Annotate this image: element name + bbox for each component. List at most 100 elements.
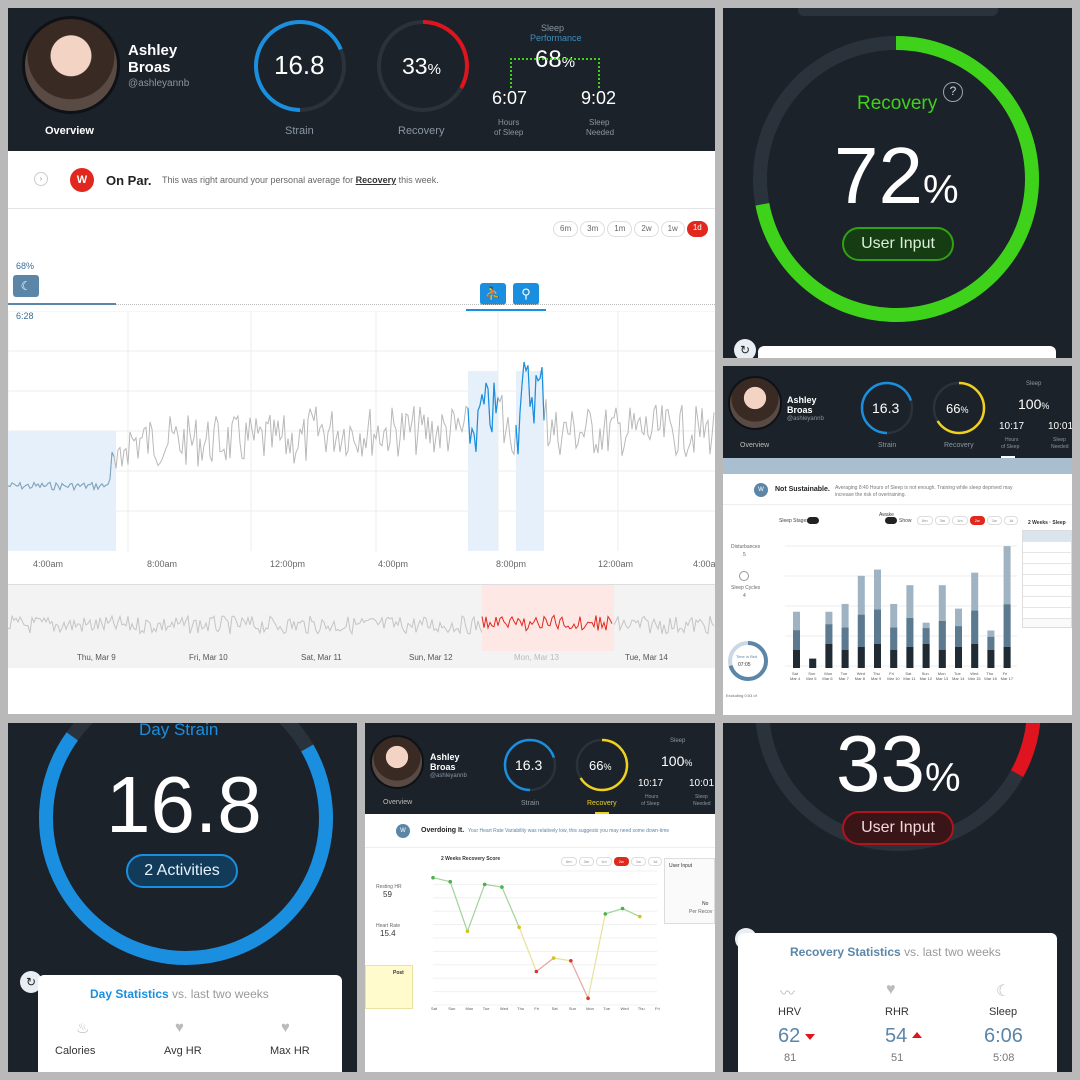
recovery-ring[interactable] [375, 18, 471, 114]
strain-ring[interactable] [252, 18, 348, 114]
range-3m[interactable]: 3m [580, 221, 606, 237]
share-icon[interactable]: ↻ [20, 971, 42, 993]
day-label[interactable]: Sun, Mar 12 [409, 653, 453, 662]
range-1w[interactable]: 1w [660, 221, 685, 237]
range-6m[interactable]: 6m [917, 516, 933, 525]
share-icon[interactable]: ↻ [734, 339, 756, 358]
recovery-big-value: 72% [834, 130, 959, 222]
sleep-bar-deep [906, 647, 914, 668]
sleep-stages-toggle[interactable] [807, 517, 819, 524]
range-2w[interactable]: 2w [613, 857, 629, 866]
stat-maxhr-label: Max HR [270, 1045, 310, 1057]
sleep-title: Sleep [1026, 381, 1042, 387]
hours-label-2: of Sleep [641, 801, 660, 807]
avatar[interactable] [22, 16, 120, 114]
range-1w[interactable]: 1w [986, 516, 1002, 525]
recovery-big-ring[interactable] [751, 34, 1041, 324]
sleep-performance-unit: % [1041, 401, 1050, 411]
trend-up-icon [912, 1032, 922, 1038]
hours-of-sleep-label-2: of Sleep [494, 128, 524, 137]
range-2w[interactable]: 2w [969, 516, 985, 525]
x-axis-label: Tue [482, 1006, 490, 1011]
strain-ring[interactable] [502, 737, 558, 793]
sleep-cycles-label: Sleep Cycles [731, 585, 761, 591]
x-axis-label: Fri [655, 1006, 660, 1011]
day-label[interactable]: Fri, Mar 10 [189, 653, 228, 662]
range-1m[interactable]: 1m [607, 221, 633, 237]
range-1d[interactable]: 1d [647, 857, 663, 866]
avatar-small[interactable] [370, 735, 424, 789]
recovery-line-chart[interactable] [421, 863, 661, 1013]
recovery-ring[interactable] [931, 380, 987, 436]
recovery-point [517, 925, 521, 930]
user-input-button[interactable]: User Input [842, 811, 954, 845]
hours-of-sleep-value: 10:17 [638, 778, 664, 789]
pulse-icon: 〰 [780, 985, 796, 1002]
hrv-value: 15.4 [380, 929, 396, 938]
strain-value: 16.8 [274, 50, 325, 80]
sleep-title: Sleep [541, 23, 565, 33]
range-1w[interactable]: 1w [630, 857, 646, 866]
x-axis-label: Thu [517, 1006, 525, 1011]
sleep-bar-deep [922, 644, 930, 668]
hr-day-chart[interactable] [8, 311, 715, 551]
post-card[interactable]: Post [365, 965, 413, 1009]
recovery-big-number: 33 [836, 723, 925, 808]
strain-ring[interactable] [859, 380, 915, 436]
range-3m[interactable]: 3m [578, 857, 595, 866]
hr-grid [8, 311, 715, 551]
range-2w[interactable]: 2w [634, 221, 659, 237]
recovery-point [551, 956, 556, 960]
range-1d[interactable]: 1d [686, 221, 708, 237]
range-1m[interactable]: 1m [952, 516, 968, 525]
awake-toggle[interactable] [885, 517, 897, 524]
tab-overview[interactable]: Overview [740, 442, 770, 449]
bar-date-label: Mar 11 [903, 676, 916, 681]
activities-button[interactable]: 2 Activities [126, 854, 238, 888]
tab-overview[interactable]: Overview [45, 125, 94, 137]
time-in-bed-ring[interactable] [726, 639, 770, 683]
range-1d[interactable]: 1d [1003, 516, 1019, 525]
range-selector: 6m 3m 1m 2w 1w 1d [917, 516, 1019, 525]
bar-date-label: Sat [792, 671, 799, 676]
range-6m[interactable]: 6m [553, 221, 579, 237]
range-3m[interactable]: 3m [934, 516, 951, 525]
profile-handle: @ashleyannb [787, 416, 824, 422]
help-icon[interactable]: ? [943, 82, 963, 102]
bar-date-label: Thu [986, 671, 994, 676]
day-label[interactable]: Tue, Mar 14 [625, 653, 668, 662]
side-table-rows [1023, 531, 1071, 619]
day-label[interactable]: Thu, Mar 9 [77, 653, 116, 662]
day-label[interactable]: Sat, Mar 11 [301, 653, 342, 662]
overview-body: › W On Par. This was right around your p… [8, 151, 715, 714]
recovery-point [534, 969, 539, 974]
recovery-point [620, 906, 625, 911]
banner: › W On Par. This was right around your p… [8, 151, 715, 209]
panel-recovery-chart: Ashley Broas @ashleyannb Overview 16.3 S… [365, 723, 715, 1072]
week-strip[interactable]: Thu, Mar 9 Fri, Mar 10 Sat, Mar 11 Sun, Mar… [8, 584, 715, 668]
panel-recovery-72: Recovery ? 72% User Input ↻ [723, 8, 1072, 358]
avatar-small[interactable] [728, 376, 782, 430]
tab-overview[interactable]: Overview [383, 799, 413, 806]
strain-big-ring[interactable] [36, 723, 336, 968]
recovery-ring[interactable] [574, 737, 630, 793]
range-6m[interactable]: 6m [561, 857, 577, 866]
banner-link[interactable]: Recovery [355, 175, 397, 185]
flame-icon: ♨ [76, 1020, 90, 1037]
user-input-button[interactable]: User Input [842, 227, 954, 261]
sleep-moon-icon[interactable]: ☾ [13, 275, 39, 297]
recovery-label[interactable]: Recovery [587, 800, 617, 807]
activity-run-icon[interactable]: ⛹ [480, 283, 506, 305]
user-input-card: User Input No Per Recov [664, 858, 715, 924]
disturbances-label: Disturbances [731, 544, 761, 550]
stat-sleep-value: 6:06 [984, 1025, 1023, 1047]
day-strain-title: Day Strain [139, 723, 219, 739]
day-label[interactable]: Mon, Mar 13 [514, 653, 559, 662]
recovery-point [603, 912, 608, 916]
sleep-bar-chart[interactable] [785, 526, 1017, 686]
sleep-bar-rem [841, 627, 849, 650]
activity-lift-icon[interactable]: ⚲ [513, 283, 539, 305]
side-title: 2 Weeks · Sleep [1028, 520, 1066, 526]
range-1m[interactable]: 1m [596, 857, 612, 866]
banner-prev-icon[interactable]: › [34, 172, 48, 186]
